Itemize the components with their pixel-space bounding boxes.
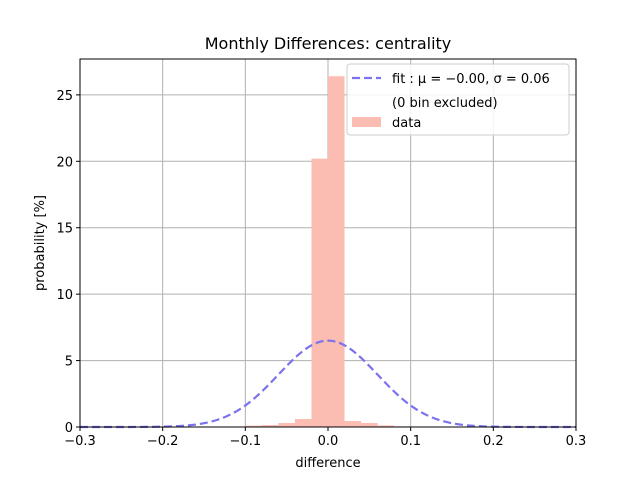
x-axis-label: difference xyxy=(295,456,360,471)
legend: fit : μ = −0.00, σ = 0.06 (0 bin exclude… xyxy=(346,63,570,136)
ticks: −0.3 −0.2 −0.1 0.0 0.1 0.2 0.3 0 5 10 15 20 25 xyxy=(56,89,586,449)
legend-data-label: data xyxy=(392,116,421,131)
x-tick-label: 0.3 xyxy=(566,434,587,449)
y-tick-label: 5 xyxy=(65,355,73,370)
histogram-bar xyxy=(377,425,395,427)
x-tick-label: −0.2 xyxy=(147,434,179,449)
y-tick-label: 15 xyxy=(56,222,73,237)
histogram-bar xyxy=(261,425,279,427)
x-tick-label: 0.0 xyxy=(318,434,339,449)
histogram-bar xyxy=(294,419,312,427)
histogram-bar xyxy=(245,425,262,427)
y-axis-label: probability [%] xyxy=(33,195,48,291)
x-tick-label: −0.1 xyxy=(230,434,262,449)
histogram-bar xyxy=(278,423,295,427)
histogram-bar xyxy=(344,421,362,427)
y-tick-label: 20 xyxy=(56,155,73,170)
y-tick-label: 25 xyxy=(56,89,73,104)
legend-fit-label: fit : μ = −0.00, σ = 0.06 xyxy=(392,72,550,87)
chart-title: Monthly Differences: centrality xyxy=(205,34,452,53)
legend-data-swatch xyxy=(352,117,381,127)
x-tick-label: 0.2 xyxy=(483,434,504,449)
histogram-bar xyxy=(328,76,345,428)
bars xyxy=(245,76,411,428)
y-tick-label: 10 xyxy=(56,288,73,303)
legend-box xyxy=(346,63,570,136)
y-tick-label: 0 xyxy=(65,421,73,436)
histogram-bar xyxy=(361,423,378,427)
histogram-bar xyxy=(311,158,328,428)
legend-excluded-label: (0 bin excluded) xyxy=(392,96,498,111)
x-tick-label: 0.1 xyxy=(400,434,421,449)
x-tick-label: −0.3 xyxy=(64,434,96,449)
